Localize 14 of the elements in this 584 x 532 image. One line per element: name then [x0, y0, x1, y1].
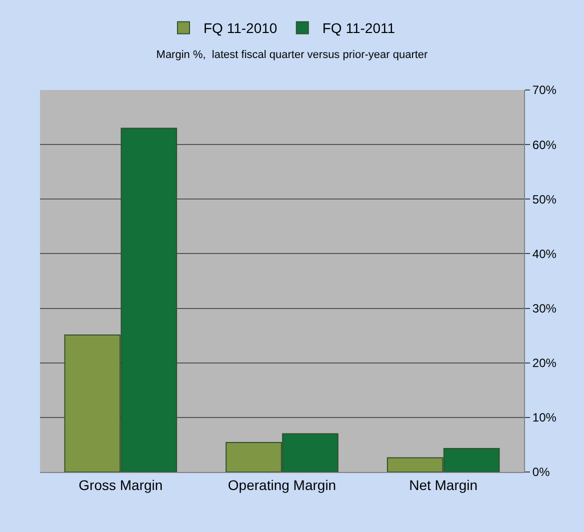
x-tick-label: Net Margin: [409, 476, 478, 493]
y-tick-label: 20%: [532, 356, 557, 370]
y-tick-label: 50%: [532, 192, 557, 206]
legend-label: FQ 11-2010: [204, 20, 278, 36]
legend-label: FQ 11-2011: [322, 20, 396, 36]
x-tick-label: Operating Margin: [228, 476, 336, 493]
y-tick-label: 0%: [532, 465, 550, 480]
y-tick-label: 10%: [532, 410, 557, 425]
y-tick-label: 30%: [532, 301, 557, 316]
y-tick-label: 60%: [532, 138, 557, 152]
y-tick-label: 70%: [532, 83, 557, 98]
y-tick-label: 40%: [532, 246, 557, 261]
chart-title: Margin %, latest fiscal quarter versus prior-year quarter: [156, 49, 428, 62]
x-tick-label: Gross Margin: [78, 476, 163, 493]
